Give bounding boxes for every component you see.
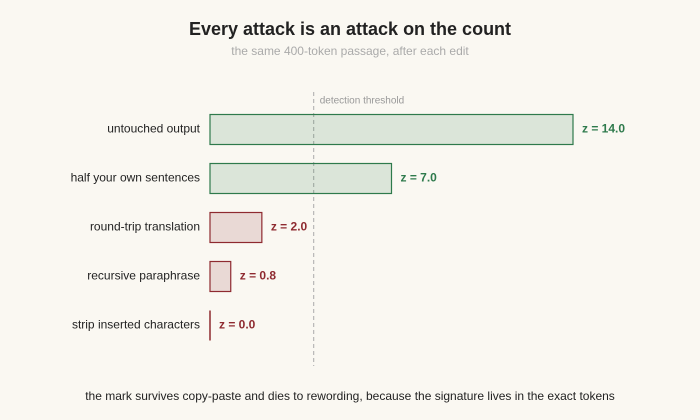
value-label: z = 0.8 <box>240 269 277 283</box>
category-label: strip inserted characters <box>72 318 200 332</box>
category-label: half your own sentences <box>71 171 200 185</box>
value-label: z = 2.0 <box>271 220 308 234</box>
chart-title: Every attack is an attack on the count <box>189 19 511 39</box>
chart-subtitle: the same 400-token passage, after each e… <box>231 44 469 58</box>
threshold-label: detection threshold <box>320 96 405 107</box>
bar <box>209 162 393 195</box>
value-label: z = 0.0 <box>219 318 256 332</box>
bar <box>209 211 263 244</box>
value-label: z = 7.0 <box>401 171 438 185</box>
bar <box>209 113 574 146</box>
value-label: z = 14.0 <box>582 122 625 136</box>
bar <box>209 260 232 293</box>
category-label: round-trip translation <box>90 220 200 234</box>
footnote: the mark survives copy-paste and dies to… <box>85 389 615 403</box>
category-label: untouched output <box>107 122 200 136</box>
category-label: recursive paraphrase <box>87 269 200 283</box>
